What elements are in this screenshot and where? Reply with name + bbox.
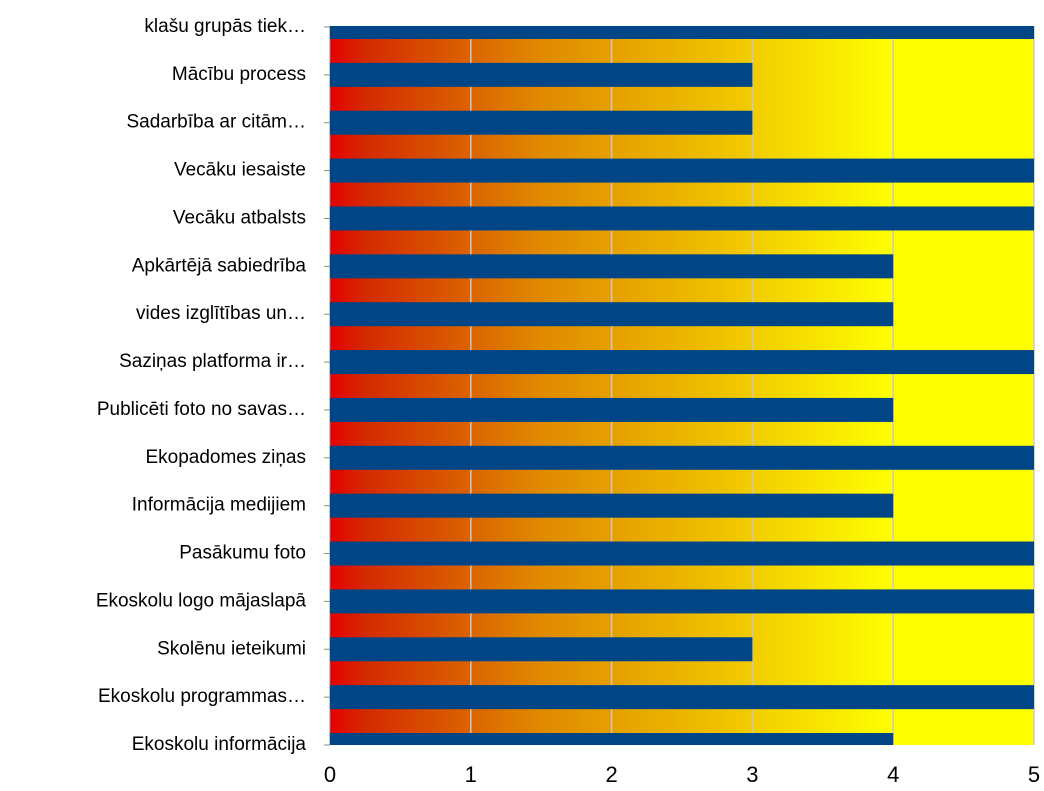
y-tick-label: Skolēnu ieteikumi (157, 638, 306, 659)
y-tick-label: Pasākumu foto (179, 543, 306, 564)
bar (330, 637, 753, 662)
x-tick-label: 3 (746, 762, 758, 786)
bar (330, 110, 753, 135)
bar (330, 397, 894, 422)
labels: 0 1 2 3 4 5 Ekoskolu informācija Ekoskolu progr… (96, 16, 1040, 787)
grid (324, 26, 1035, 746)
bar (330, 26, 1034, 39)
bars (330, 26, 1034, 745)
bar (330, 685, 1034, 710)
y-tick-label: Informācija medijiem (132, 495, 306, 516)
y-tick-label: klašu grupās tiek… (144, 16, 306, 37)
y-tick-label: Vecāku iesaiste (174, 160, 306, 181)
bar (330, 733, 894, 745)
bar (330, 302, 894, 327)
bar (330, 62, 753, 87)
y-tick-label: Publicēti foto no savas… (97, 399, 306, 420)
x-tick-label: 0 (324, 762, 336, 786)
x-tick-label: 4 (887, 762, 899, 786)
x-tick-label: 1 (465, 762, 477, 786)
plot-background (330, 26, 1034, 745)
y-tick-label: vides izglītības un… (136, 303, 306, 324)
y-tick-label: Ekoskolu programmas… (98, 686, 306, 707)
bar (330, 254, 894, 279)
bar (330, 445, 1034, 470)
bar (330, 493, 894, 518)
x-tick-label: 2 (605, 762, 617, 786)
bar (330, 541, 1034, 566)
bar (330, 350, 1034, 375)
x-tick-label: 5 (1028, 762, 1040, 786)
y-tick-label: Ekopadomes ziņas (145, 447, 306, 468)
bar (330, 206, 1034, 231)
y-tick-label: Mācību process (172, 64, 306, 85)
bar (330, 589, 1034, 614)
y-tick-label: Sadarbība ar citām… (126, 112, 306, 133)
y-tick-label: Ekoskolu logo mājaslapā (96, 590, 307, 611)
bar (330, 158, 1034, 183)
y-tick-label: Vecāku atbalsts (173, 207, 306, 228)
y-tick-label: Apkārtējā sabiedrība (132, 255, 307, 276)
y-tick-label: Saziņas platforma ir… (119, 351, 306, 372)
y-tick-label: Ekoskolu informācija (132, 734, 307, 755)
